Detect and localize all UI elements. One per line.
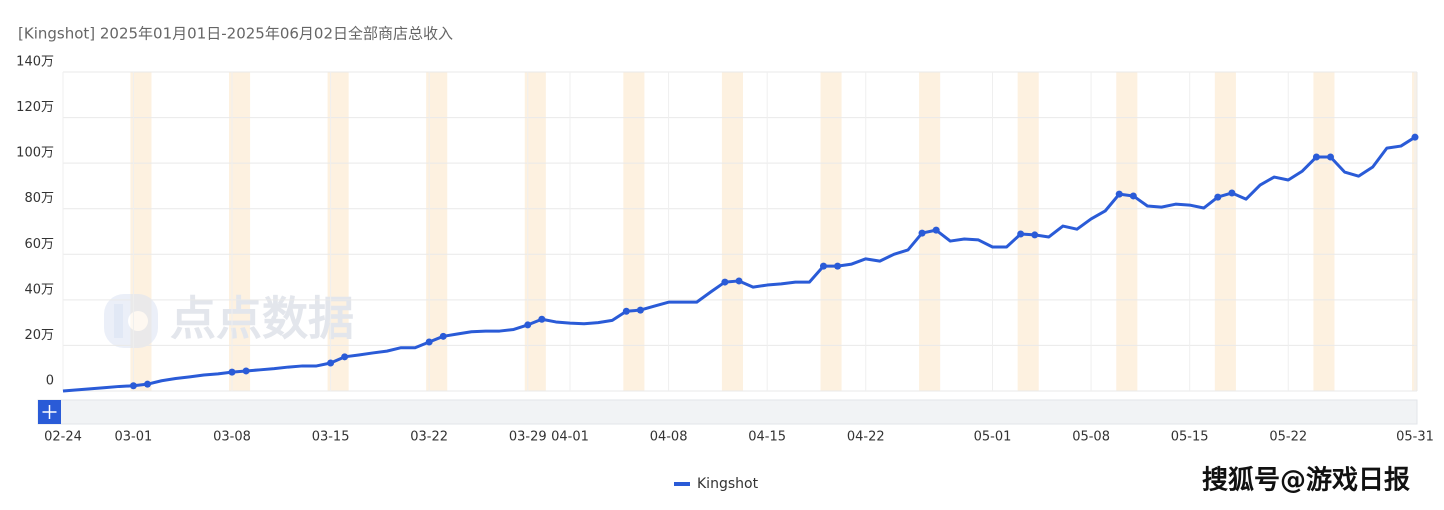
weekend-band [426,72,448,391]
x-tick-label: 05-22 [1269,430,1307,445]
data-point [1115,190,1123,198]
x-tick-label: 05-08 [1072,430,1110,445]
data-point [834,262,842,270]
data-point [622,307,630,315]
legend-label: Kingshot [697,476,759,492]
data-point [439,332,447,340]
weekend-band [229,72,251,391]
legend: Kingshot [674,476,759,492]
grid: 0 20万 40万 60万 80万 100万 120万 140万 02-24 03-01 03-08… [16,55,1434,445]
watermark: 点点数据 [170,292,354,346]
logo-bar [114,304,123,338]
x-tick-label: 03-22 [410,430,448,445]
data-point [636,306,644,314]
x-tick-label: 04-08 [650,430,688,445]
x-tick-label: 03-29 [509,430,547,445]
data-point [425,338,433,346]
x-tick-label: 05-15 [1171,430,1209,445]
credit: 搜狐号@游戏日报 [1202,465,1410,496]
y-tick-label: 0 [46,374,54,389]
data-point [1228,189,1236,197]
data-point [538,315,546,323]
y-tick-label: 20万 [24,328,54,343]
data-point [327,359,335,367]
data-point [129,382,137,390]
data-point [228,368,236,376]
data-point [1411,133,1419,141]
x-tick-label: 05-01 [974,430,1012,445]
watermark-logo [104,294,158,348]
weekend-band [1017,72,1039,391]
x-tick-label: 03-01 [115,430,153,445]
data-point [242,367,250,375]
data-point [918,229,926,237]
weekend-band [623,72,645,391]
y-tick-label: 120万 [16,100,54,115]
x-tick-label: 03-15 [312,430,350,445]
weekend-band [1313,72,1335,391]
weekend-band [524,72,546,391]
x-tick-label: 05-31 [1396,430,1434,445]
plot [62,133,1419,393]
data-point [341,353,349,361]
weekend-band [1116,72,1138,391]
data-point [1214,193,1222,201]
data-point [735,277,743,285]
weekend-band [820,72,842,391]
x-tick-label: 03-08 [213,430,251,445]
y-tick-label: 40万 [24,282,54,297]
weekend-band [327,72,349,391]
range-slider[interactable] [37,399,1418,425]
data-point [1129,192,1137,200]
data-point [144,380,151,388]
data-point [932,226,940,234]
y-tick-label: 80万 [24,191,54,206]
x-tick-label: 04-01 [551,430,589,445]
x-tick-label: 04-15 [748,430,786,445]
data-point [1031,231,1039,239]
y-tick-label: 100万 [16,146,54,161]
y-tick-label: 60万 [24,237,54,252]
x-tick-label: 04-22 [847,430,885,445]
data-point [721,278,729,286]
data-point [524,321,532,329]
x-tick-label: 02-24 [44,430,82,445]
logo-hole [128,311,148,331]
data-point [1327,153,1334,161]
weekend-band [1214,72,1236,391]
weekend-band [721,72,743,391]
chart-title: [Kingshot] 2025年01月01日-2025年06月02日全部商店总收… [18,25,453,43]
y-tick-label: 140万 [16,55,54,70]
plus-icon [42,405,57,419]
data-point [1312,153,1320,161]
data-point [1017,230,1025,238]
data-point [820,262,827,270]
